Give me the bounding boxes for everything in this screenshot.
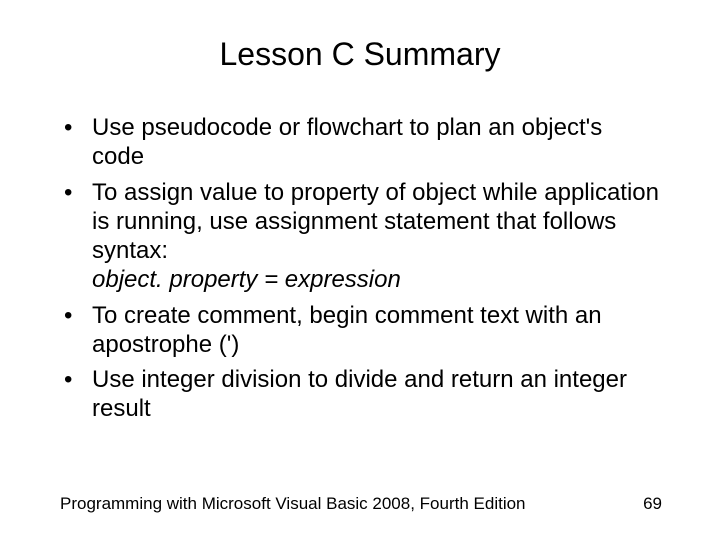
bullet-text: To create comment, begin comment text wi… — [92, 302, 602, 358]
list-item: To create comment, begin comment text wi… — [88, 301, 660, 360]
page-number: 69 — [643, 494, 662, 514]
bullet-text: Use pseudocode or flowchart to plan an o… — [92, 114, 602, 170]
slide: Lesson C Summary Use pseudocode or flowc… — [0, 0, 720, 540]
slide-footer: Programming with Microsoft Visual Basic … — [60, 494, 662, 514]
bullet-text: Use integer division to divide and retur… — [92, 366, 627, 422]
bullet-italic: object. property = expression — [92, 266, 401, 293]
list-item: To assign value to property of object wh… — [88, 178, 660, 295]
footer-text: Programming with Microsoft Visual Basic … — [60, 494, 526, 514]
list-item: Use integer division to divide and retur… — [88, 365, 660, 424]
bullet-list: Use pseudocode or flowchart to plan an o… — [60, 113, 660, 424]
list-item: Use pseudocode or flowchart to plan an o… — [88, 113, 660, 172]
slide-title: Lesson C Summary — [60, 36, 660, 73]
bullet-text: To assign value to property of object wh… — [92, 179, 659, 265]
